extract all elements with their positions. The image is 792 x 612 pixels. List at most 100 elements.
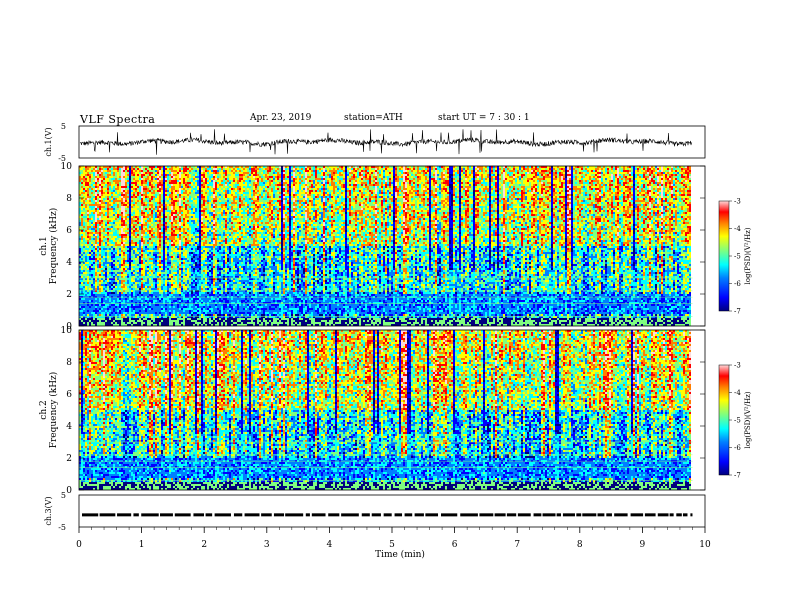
spectrogram-cell: [143, 184, 145, 186]
spectrogram-cell: [137, 246, 139, 248]
spectrogram-cell: [89, 236, 91, 238]
spectrogram-cell: [89, 200, 91, 202]
spectrogram-cell: [91, 180, 93, 182]
spectrogram-cell: [107, 254, 109, 256]
spectrogram-cell: [87, 228, 89, 230]
spectrogram-cell: [101, 226, 103, 228]
spectrogram-cell: [141, 270, 143, 272]
spectrogram-cell: [109, 240, 111, 242]
spectrogram-cell: [109, 254, 111, 256]
spectrogram-cell: [83, 208, 85, 210]
spectrogram-cell: [111, 304, 113, 306]
spectrogram-cell: [139, 232, 141, 234]
spectrogram-cell: [127, 264, 129, 266]
spectrogram-cell: [113, 248, 115, 250]
spectrogram-cell: [103, 220, 105, 222]
spectrogram-cell: [141, 194, 143, 196]
spectrogram-cell: [109, 170, 111, 172]
spectrogram-cell: [139, 186, 141, 188]
spectrogram-cell: [99, 176, 101, 178]
spectrogram-cell: [137, 202, 139, 204]
spectrogram-cell: [91, 224, 93, 226]
spectrogram-cell: [111, 274, 113, 276]
spectrogram-cell: [97, 184, 99, 186]
spectrogram-cell: [125, 206, 127, 208]
spectrogram-cell: [133, 192, 135, 194]
spectrogram-cell: [129, 186, 131, 188]
spectrogram-cell: [139, 196, 141, 198]
spectrogram-cell: [87, 318, 89, 320]
spectrogram-cell: [97, 294, 99, 296]
spectrogram-cell: [139, 180, 141, 182]
spectrogram-cell: [103, 194, 105, 196]
spectrogram-cell: [97, 190, 99, 192]
spectrogram-cell: [91, 284, 93, 286]
spectrogram-cell: [139, 230, 141, 232]
spectrogram-cell: [111, 178, 113, 180]
spectrogram-cell: [121, 292, 123, 294]
spectrogram-cell: [137, 244, 139, 246]
spectrogram-cell: [145, 172, 147, 174]
spectrogram-cell: [131, 214, 133, 216]
spectrogram-cell: [101, 178, 103, 180]
spectrogram-cell: [135, 246, 137, 248]
spectrogram-cell: [121, 322, 123, 324]
spectrogram-cell: [137, 236, 139, 238]
spectrogram-cell: [93, 168, 95, 170]
spectrogram-cell: [101, 240, 103, 242]
spectrogram-cell: [85, 262, 87, 264]
spectrogram-cell: [95, 216, 97, 218]
spectrogram-cell: [99, 310, 101, 312]
spectrogram-cell: [123, 220, 125, 222]
spectrogram-cell: [113, 216, 115, 218]
spectrogram-cell: [85, 280, 87, 282]
spectrogram-cell: [113, 306, 115, 308]
spectrogram-cell: [89, 192, 91, 194]
spectrogram-cell: [127, 212, 129, 214]
spectrogram-cell: [127, 172, 129, 174]
spectrogram-cell: [105, 244, 107, 246]
spectrogram-cell: [83, 306, 85, 308]
spectrogram-cell: [117, 216, 119, 218]
spectrogram-cell: [109, 322, 111, 324]
spectrogram-cell: [137, 194, 139, 196]
spectrogram-cell: [125, 216, 127, 218]
spectrogram-cell: [83, 304, 85, 306]
spectrogram-cell: [117, 234, 119, 236]
spectrogram-cell: [93, 212, 95, 214]
spectrogram-cell: [91, 168, 93, 170]
spectrogram-cell: [87, 258, 89, 260]
spectrogram-cell: [119, 190, 121, 192]
spectrogram-cell: [127, 294, 129, 296]
spectrogram-cell: [89, 230, 91, 232]
spectrogram-cell: [123, 262, 125, 264]
spectrogram-cell: [129, 190, 131, 192]
spectrogram-cell: [125, 282, 127, 284]
spectrogram-cell: [137, 274, 139, 276]
spectrogram-cell: [101, 242, 103, 244]
spectrogram-cell: [83, 234, 85, 236]
spectrogram-cell: [97, 194, 99, 196]
spectrogram-cell: [89, 306, 91, 308]
spectrogram-cell: [99, 168, 101, 170]
spectrogram-cell: [99, 186, 101, 188]
spectrogram-cell: [141, 246, 143, 248]
spectrogram-cell: [121, 298, 123, 300]
spectrogram-cell: [81, 176, 83, 178]
spectrogram-cell: [85, 212, 87, 214]
spectrogram-cell: [135, 200, 137, 202]
spectrogram-cell: [115, 250, 117, 252]
spectrogram-cell: [131, 244, 133, 246]
spectrogram-cell: [129, 286, 131, 288]
spectrogram-cell: [125, 300, 127, 302]
spectrogram-cell: [111, 318, 113, 320]
spectrogram-cell: [99, 178, 101, 180]
spectrogram-cell: [89, 292, 91, 294]
spectrogram-cell: [117, 170, 119, 172]
spectrogram-cell: [99, 174, 101, 176]
spectrogram-cell: [115, 240, 117, 242]
spectrogram-cell: [83, 190, 85, 192]
spectrogram-cell: [97, 238, 99, 240]
spectrogram-cell: [93, 244, 95, 246]
spectrogram-cell: [131, 196, 133, 198]
